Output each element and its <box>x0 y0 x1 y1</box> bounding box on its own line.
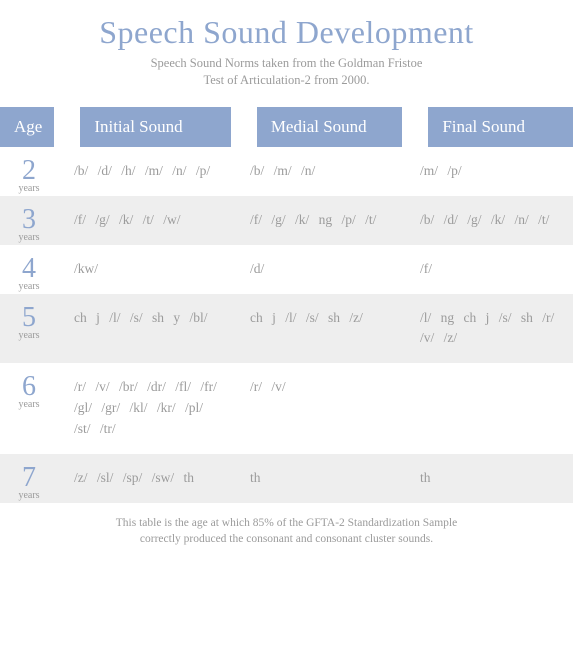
table-header-row: Age Initial Sound Medial Sound Final Sou… <box>0 107 573 147</box>
subtitle-line2: Test of Articulation-2 from 2000. <box>203 73 369 87</box>
table-row: 2years/b/ /d/ /h/ /m/ /n/ /p//b/ /m/ /n/… <box>0 147 573 196</box>
medial-cell: ch j /l/ /s/ sh /z/ <box>234 294 404 364</box>
age-number: 6 <box>0 373 58 401</box>
age-number: 4 <box>0 255 58 283</box>
age-unit: years <box>0 232 58 243</box>
final-cell: th <box>404 454 573 503</box>
age-number: 7 <box>0 464 58 492</box>
age-unit: years <box>0 281 58 292</box>
footnote-line1: This table is the age at which 85% of th… <box>116 517 457 529</box>
age-unit: years <box>0 399 58 410</box>
age-cell: 5years <box>0 294 58 364</box>
sound-table: Age Initial Sound Medial Sound Final Sou… <box>0 107 573 503</box>
initial-cell: /z/ /sl/ /sp/ /sw/ th <box>58 454 234 503</box>
table-row: 4years/kw//d//f/ <box>0 245 573 294</box>
age-unit: years <box>0 183 58 194</box>
age-cell: 7years <box>0 454 58 503</box>
footnote: This table is the age at which 85% of th… <box>0 503 573 547</box>
header-medial: Medial Sound <box>257 107 403 147</box>
header-final: Final Sound <box>428 107 573 147</box>
age-cell: 2years <box>0 147 58 196</box>
footnote-line2: correctly produced the consonant and con… <box>140 533 433 545</box>
medial-cell: /f/ /g/ /k/ ng /p/ /t/ <box>234 196 404 245</box>
age-cell: 6years <box>0 363 58 454</box>
initial-cell: /b/ /d/ /h/ /m/ /n/ /p/ <box>58 147 234 196</box>
age-number: 2 <box>0 157 58 185</box>
age-number: 5 <box>0 304 58 332</box>
age-cell: 4years <box>0 245 58 294</box>
subtitle-line1: Speech Sound Norms taken from the Goldma… <box>151 56 423 70</box>
initial-cell: /r/ /v/ /br/ /dr/ /fl/ /fr/ /gl/ /gr/ /k… <box>58 363 234 454</box>
final-cell: /m/ /p/ <box>404 147 573 196</box>
table-body: 2years/b/ /d/ /h/ /m/ /n/ /p//b/ /m/ /n/… <box>0 147 573 503</box>
initial-cell: /kw/ <box>58 245 234 294</box>
final-cell: /b/ /d/ /g/ /k/ /n/ /t/ <box>404 196 573 245</box>
medial-cell: /d/ <box>234 245 404 294</box>
header-age: Age <box>0 107 54 147</box>
page-subtitle: Speech Sound Norms taken from the Goldma… <box>0 55 573 107</box>
table-row: 6years/r/ /v/ /br/ /dr/ /fl/ /fr/ /gl/ /… <box>0 363 573 454</box>
medial-cell: /b/ /m/ /n/ <box>234 147 404 196</box>
medial-cell: th <box>234 454 404 503</box>
table-row: 5yearsch j /l/ /s/ sh y /bl/ch j /l/ /s/… <box>0 294 573 364</box>
header-initial: Initial Sound <box>80 107 230 147</box>
age-number: 3 <box>0 206 58 234</box>
page-title: Speech Sound Development <box>0 0 573 55</box>
initial-cell: ch j /l/ /s/ sh y /bl/ <box>58 294 234 364</box>
final-cell: /l/ ng ch j /s/ sh /r/ /v/ /z/ <box>404 294 573 364</box>
final-cell: /f/ <box>404 245 573 294</box>
age-unit: years <box>0 330 58 341</box>
table-row: 3years/f/ /g/ /k/ /t/ /w//f/ /g/ /k/ ng … <box>0 196 573 245</box>
age-unit: years <box>0 490 58 501</box>
final-cell <box>404 363 573 454</box>
table-row: 7years/z/ /sl/ /sp/ /sw/ ththth <box>0 454 573 503</box>
medial-cell: /r/ /v/ <box>234 363 404 454</box>
initial-cell: /f/ /g/ /k/ /t/ /w/ <box>58 196 234 245</box>
age-cell: 3years <box>0 196 58 245</box>
